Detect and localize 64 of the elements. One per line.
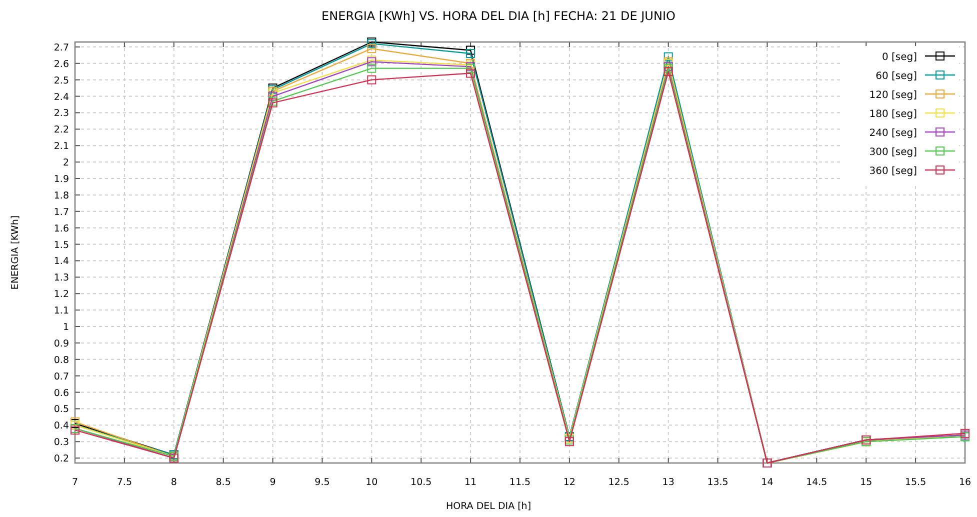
x-tick-label: 9 bbox=[270, 477, 276, 488]
y-tick-label: 1.2 bbox=[54, 289, 69, 300]
x-tick-label: 10 bbox=[366, 477, 378, 488]
point bbox=[268, 92, 278, 101]
x-tick-label: 8.5 bbox=[216, 477, 231, 488]
y-tick-label: 0.8 bbox=[54, 354, 69, 366]
y-tick-label: 0.2 bbox=[54, 454, 69, 465]
y-tick-label: 0.4 bbox=[54, 420, 69, 432]
y-tick-label: 2.4 bbox=[54, 92, 69, 103]
x-tick-label: 11.5 bbox=[509, 477, 531, 488]
y-tick-label: 2.3 bbox=[54, 108, 69, 120]
x-tick-label: 9.5 bbox=[314, 477, 330, 488]
legend-label: 120 [seg] bbox=[869, 90, 918, 101]
x-axis-title: HORA DEL DIA [h] bbox=[446, 501, 532, 512]
x-tick-label: 16 bbox=[958, 477, 972, 488]
x-tick-label: 8 bbox=[170, 477, 177, 488]
y-axis-title: ENERGIA [KWh] bbox=[10, 215, 21, 290]
y-tick-label: 1.5 bbox=[54, 240, 69, 251]
legend-label: 360 [seg] bbox=[869, 166, 918, 177]
y-tick-label: 2.1 bbox=[54, 141, 69, 152]
y-tick-label: 0.5 bbox=[54, 404, 69, 416]
y-tick-label: 2.6 bbox=[54, 58, 69, 70]
y-tick-label: 1.9 bbox=[54, 174, 69, 185]
chart-title: ENERGIA [KWh] VS. HORA DEL DIA [h] FECHA: 21 DE JUNIO bbox=[322, 9, 676, 23]
legend-label: 300 [seg] bbox=[869, 147, 918, 158]
y-tick-label: 1.7 bbox=[54, 206, 69, 218]
legend-label: 240 [seg] bbox=[869, 128, 918, 139]
point bbox=[664, 67, 673, 76]
y-tick-label: 0.6 bbox=[54, 388, 69, 399]
y-tick-label: 1.8 bbox=[54, 190, 69, 202]
y-tick-label: 1.3 bbox=[54, 272, 69, 284]
x-tick-label: 10.5 bbox=[410, 477, 432, 488]
point bbox=[367, 44, 376, 54]
y-tick-label: 1 bbox=[62, 322, 69, 334]
x-tick-label: 12 bbox=[563, 477, 576, 488]
point bbox=[466, 68, 476, 78]
x-tick-label: 7 bbox=[72, 477, 78, 488]
y-tick-label: 2.2 bbox=[54, 124, 69, 136]
y-tick-label: 0.7 bbox=[54, 371, 69, 382]
legend-label: 0 [seg] bbox=[882, 52, 918, 63]
x-tick-label: 14.5 bbox=[806, 477, 828, 488]
x-tick-label: 13 bbox=[662, 477, 674, 488]
point bbox=[367, 64, 376, 73]
x-tick-label: 15.5 bbox=[904, 477, 926, 488]
y-tick-label: 1.4 bbox=[54, 256, 69, 268]
x-tick-label: 12.5 bbox=[608, 477, 630, 488]
y-tick-label: 0.3 bbox=[54, 437, 69, 448]
point bbox=[466, 46, 476, 55]
y-tick-label: 1.6 bbox=[54, 223, 69, 234]
x-tick-label: 7.5 bbox=[116, 477, 132, 488]
y-tick-label: 1.1 bbox=[54, 306, 69, 317]
x-tick-label: 13.5 bbox=[707, 477, 728, 488]
x-tick-label: 11 bbox=[464, 477, 477, 488]
x-tick-label: 14 bbox=[761, 477, 774, 488]
y-tick-label: 2 bbox=[62, 158, 69, 169]
y-tick-label: 2.7 bbox=[54, 42, 69, 54]
legend-label: 60 [seg] bbox=[876, 71, 918, 82]
point bbox=[367, 75, 376, 84]
point bbox=[664, 52, 673, 62]
y-tick-label: 2.5 bbox=[54, 75, 69, 86]
point bbox=[466, 49, 476, 58]
y-tick-label: 0.9 bbox=[54, 338, 69, 350]
x-tick-label: 15 bbox=[860, 477, 872, 488]
legend-label: 180 [seg] bbox=[869, 109, 918, 120]
